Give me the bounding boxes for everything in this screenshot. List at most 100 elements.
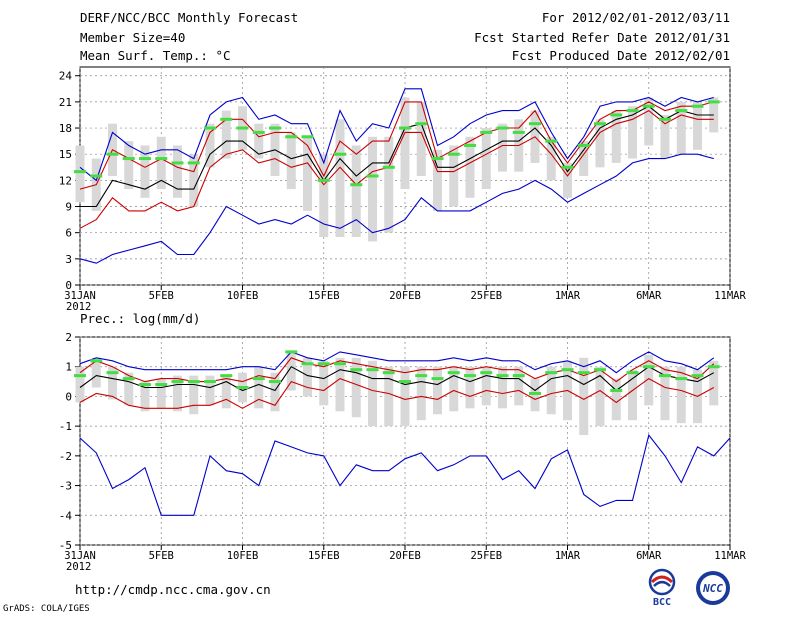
temp-xtick-label: 20FEB	[389, 290, 421, 302]
precip-ensemble-box	[579, 357, 589, 436]
precip-forecast-marker	[561, 368, 574, 372]
temp-min-line	[79, 153, 714, 264]
temp-forecast-marker	[399, 126, 411, 130]
precip-ytick-label: -3	[59, 480, 72, 493]
precip-ensemble-box	[514, 366, 524, 406]
precip-forecast-marker	[350, 368, 363, 372]
precip-max-line	[79, 351, 715, 374]
temp-xtick-label: 5FEB	[149, 290, 174, 302]
temp-forecast-marker	[171, 161, 184, 165]
precip-ensemble-box	[709, 360, 719, 406]
precip-forecast-marker	[642, 365, 655, 369]
temp-forecast-marker	[204, 126, 216, 130]
temp-forecast-marker	[529, 122, 541, 126]
ncc-logo-text: NCC	[702, 582, 723, 595]
temp-ensemble-box	[124, 141, 134, 190]
precip-forecast-marker	[236, 386, 249, 390]
temp-xtick-label: 11MAR	[714, 290, 746, 302]
precip-ensemble-box	[660, 366, 670, 421]
precip-lower-line	[79, 377, 715, 409]
temp-forecast-marker	[691, 104, 704, 108]
precip-xtick-year: 2012	[66, 561, 91, 573]
temp-forecast-marker	[447, 152, 460, 156]
precip-xtick-label: 25FEB	[470, 550, 502, 562]
precip-forecast-marker	[610, 388, 623, 392]
precip-ensemble-box	[140, 381, 150, 412]
precip-forecast-marker	[90, 359, 103, 363]
precip-ensemble-box	[270, 372, 280, 412]
temp-forecast-marker	[545, 139, 558, 143]
precip-forecast-marker	[187, 380, 200, 384]
source-url[interactable]: http://cmdp.ncc.cma.gov.cn	[75, 582, 271, 597]
temp-ensemble-box	[676, 101, 686, 155]
temp-xtick-year: 2012	[66, 301, 91, 313]
precip-panel-title: Prec.: log(mm/d)	[80, 311, 200, 326]
precip-forecast-marker	[545, 371, 558, 375]
temp-ensemble-box	[481, 128, 491, 190]
precip-ensemble-box	[481, 366, 491, 406]
precip-forecast-marker	[252, 377, 265, 381]
temp-forecast-marker	[659, 117, 671, 121]
precip-ensemble-box	[433, 366, 442, 415]
precip-ensemble-box	[156, 378, 166, 409]
forecast-period-label: For 2012/02/01-2012/03/11	[541, 10, 730, 25]
temp-forecast-marker	[464, 143, 476, 147]
precip-forecast-marker	[139, 383, 151, 387]
temp-forecast-marker	[317, 178, 330, 182]
temp-ensemble-box	[449, 145, 459, 207]
temp-ensemble-box	[205, 123, 215, 168]
precip-forecast-marker	[496, 374, 509, 378]
precip-forecast-marker	[317, 362, 330, 366]
temp-xtick-label: 10FEB	[227, 290, 259, 302]
temp-ensemble-box	[286, 132, 296, 190]
chart-title: DERF/NCC/BCC Monthly Forecast	[80, 10, 299, 25]
temp-ensemble-box	[335, 119, 345, 238]
temp-ytick-label: 15	[59, 148, 72, 161]
temp-ensemble-box	[75, 145, 85, 203]
precip-ensemble-box	[303, 357, 312, 397]
temp-ytick-label: 9	[65, 201, 72, 214]
temp-ytick-label: 24	[59, 70, 73, 83]
forecast-produced-label: Fcst Produced Date 2012/02/01	[511, 48, 730, 63]
temp-forecast-marker	[236, 126, 249, 130]
temp-forecast-marker	[415, 122, 428, 126]
temp-ytick-label: 0	[65, 279, 72, 292]
temp-upper-line	[79, 101, 714, 190]
temp-forecast-marker	[285, 135, 298, 139]
precip-ytick-label: -2	[59, 450, 72, 463]
precip-ensemble-box	[368, 360, 377, 427]
precip-ensemble-box	[189, 375, 199, 415]
precip-ensemble-box	[221, 375, 231, 409]
precip-ensemble-box	[75, 366, 85, 403]
temp-ensemble-box	[595, 119, 605, 168]
temp-ytick-label: 18	[59, 122, 72, 135]
precip-ensemble-box	[286, 351, 296, 391]
precip-forecast-marker	[269, 380, 281, 384]
precip-forecast-marker	[301, 362, 314, 366]
temp-ensemble-box	[433, 149, 442, 211]
precip-forecast-marker	[691, 374, 704, 378]
member-size-label: Member Size=40	[80, 30, 186, 45]
precip-forecast-marker	[74, 374, 86, 378]
precip-forecast-marker	[382, 371, 395, 375]
precip-forecast-marker	[594, 368, 606, 372]
temp-forecast-marker	[626, 109, 639, 113]
temp-forecast-marker	[106, 152, 119, 156]
precip-forecast-marker	[447, 371, 460, 375]
precip-xtick-label: 5FEB	[149, 550, 174, 562]
temp-ytick-label: 6	[65, 227, 72, 240]
precip-median-line	[79, 365, 715, 392]
precip-forecast-marker	[415, 374, 428, 378]
temp-xtick-label: 15FEB	[308, 290, 340, 302]
precip-xtick-label: 11MAR	[714, 550, 746, 562]
temp-forecast-marker	[269, 126, 281, 130]
temp-ensemble-box	[221, 110, 231, 159]
precip-ytick-label: 2	[65, 331, 72, 344]
precip-forecast-marker	[675, 377, 688, 381]
precip-forecast-marker	[431, 377, 444, 381]
precip-forecast-marker	[122, 377, 135, 381]
temp-forecast-marker	[334, 152, 346, 156]
temp-ensemble-box	[156, 136, 166, 190]
temp-ensemble-box	[628, 106, 637, 159]
